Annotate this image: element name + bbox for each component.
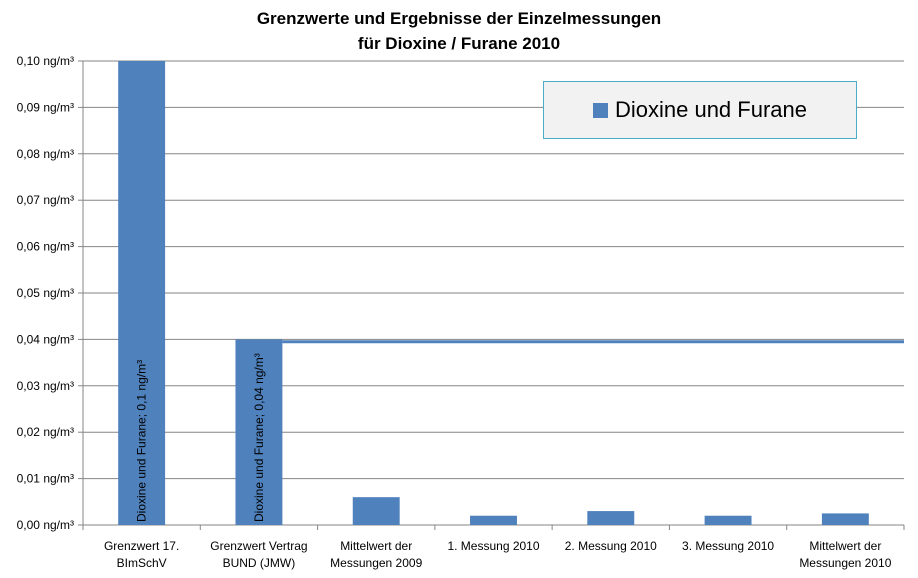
y-tick-label-8: 0,08 ng/m³ (17, 147, 74, 161)
legend-label-dioxine-und-furane: Dioxine und Furane (614, 97, 807, 122)
bar-1 (118, 61, 166, 525)
y-tick-label-2: 0,02 ng/m³ (17, 425, 74, 439)
y-tick-label-6: 0,06 ng/m³ (17, 240, 74, 254)
bar-5 (587, 511, 635, 525)
y-tick-label-7: 0,07 ng/m³ (17, 193, 74, 207)
chart-legend: Dioxine und Furane (543, 81, 857, 139)
x-category-label-7-line-1: Mittelwert der (809, 539, 881, 553)
x-category-label-6-line-1: 3. Messung 2010 (682, 539, 774, 553)
y-tick-label-1: 0,01 ng/m³ (17, 472, 74, 486)
y-tick-label-3: 0,03 ng/m³ (17, 379, 74, 393)
bar-data-label-1: Dioxine und Furane; 0,1 ng/m³ (135, 360, 149, 522)
bar-6 (704, 515, 752, 525)
x-category-label-1-line-1: Grenzwert 17. (104, 539, 179, 553)
bar-data-label-2: Dioxine und Furane; 0,04 ng/m³ (252, 353, 266, 522)
x-category-label-5-line-1: 2. Messung 2010 (565, 539, 657, 553)
y-tick-label-4: 0,04 ng/m³ (17, 332, 74, 346)
x-category-label-1-line-2: BImSchV (117, 556, 167, 570)
y-tick-label-9: 0,09 ng/m³ (17, 100, 74, 114)
x-category-label-3-line-1: Mittelwert der (340, 539, 412, 553)
y-tick-label-5: 0,05 ng/m³ (17, 286, 74, 300)
x-category-label-7-line-2: Messungen 2010 (799, 556, 891, 570)
x-category-label-2-line-2: BUND (JMW) (223, 556, 296, 570)
bar-2 (235, 339, 283, 525)
chart-title-line-1: Grenzwerte und Ergebnisse der Einzelmess… (257, 9, 661, 28)
bar-7 (821, 513, 869, 525)
y-tick-label-0: 0,00 ng/m³ (17, 518, 74, 532)
chart-title-line-2: für Dioxine / Furane 2010 (358, 34, 560, 53)
y-tick-label-10: 0,10 ng/m³ (17, 54, 74, 68)
x-category-label-3-line-2: Messungen 2009 (330, 556, 422, 570)
legend-swatch-dioxine-und-furane (592, 102, 608, 118)
x-category-label-4-line-1: 1. Messung 2010 (447, 539, 539, 553)
x-category-label-2-line-1: Grenzwert Vertrag (210, 539, 307, 553)
bar-3 (352, 497, 400, 525)
bar-4 (470, 515, 517, 525)
